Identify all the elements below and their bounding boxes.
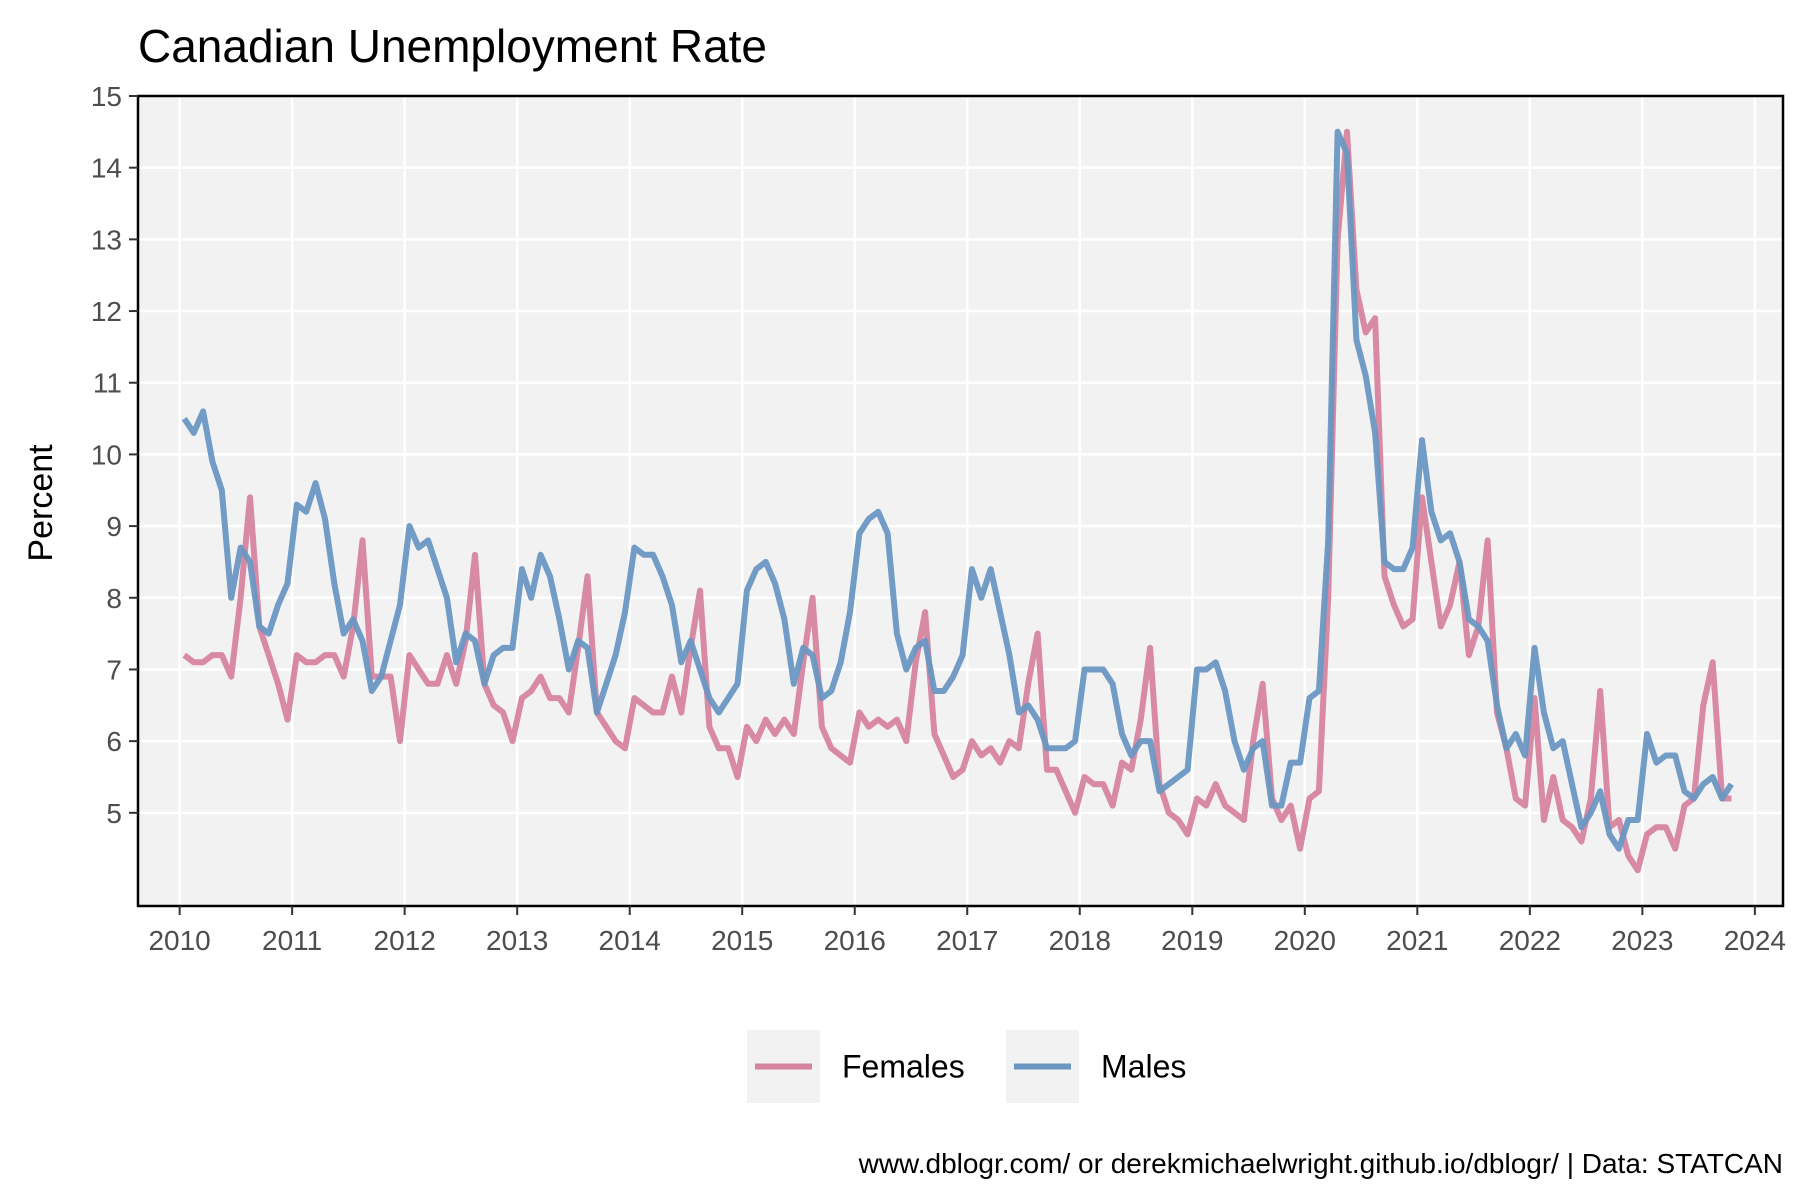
chart-title: Canadian Unemployment Rate (138, 20, 767, 72)
axes: 2010 2011 2012 2013 2014 2015 2016 2017 2018 2019… (91, 81, 1786, 956)
y-tick-label: 9 (106, 511, 122, 542)
x-tick-label: 2022 (1499, 925, 1561, 956)
series-line-females (182, 128, 1732, 874)
x-tick-label: 2014 (599, 925, 661, 956)
x-tick-label: 2020 (1274, 925, 1336, 956)
y-tick-label: 13 (91, 224, 122, 255)
x-tick-label: 2013 (486, 925, 548, 956)
x-tick-label: 2012 (374, 925, 436, 956)
y-tick-label: 5 (106, 798, 122, 829)
legend-item-females: Females (747, 1030, 965, 1103)
x-tick-label: 2019 (1161, 925, 1223, 956)
y-tick-label: 14 (91, 153, 122, 184)
x-tick-label: 2015 (711, 925, 773, 956)
legend-label: Males (1101, 1049, 1186, 1085)
y-tick-label: 12 (91, 296, 122, 327)
legend: Females Males (747, 1030, 1186, 1103)
y-tick-label: 10 (91, 439, 122, 470)
series-line-males (181, 128, 1734, 852)
legend-label: Females (842, 1049, 965, 1085)
y-tick-label: 15 (91, 81, 122, 112)
y-tick-label: 8 (106, 583, 122, 614)
x-tick-label: 2017 (936, 925, 998, 956)
x-tick-label: 2010 (148, 925, 210, 956)
x-tick-label: 2021 (1386, 925, 1448, 956)
panel-border (136, 94, 1785, 908)
y-tick-label: 7 (106, 654, 122, 685)
plot-panel (138, 96, 1783, 906)
series-lines (181, 128, 1734, 874)
x-tick-label: 2018 (1049, 925, 1111, 956)
x-tick-label: 2023 (1611, 925, 1673, 956)
x-tick-label: 2024 (1724, 925, 1786, 956)
x-tick-label: 2011 (262, 925, 322, 956)
y-axis-title: Percent (22, 444, 60, 562)
panel-background (138, 96, 1783, 906)
chart-caption: www.dblogr.com/ or derekmichaelwright.gi… (858, 1148, 1783, 1179)
x-tick-label: 2016 (824, 925, 886, 956)
y-tick-label: 11 (93, 368, 122, 399)
legend-item-males: Males (1006, 1030, 1186, 1103)
y-tick-label: 6 (106, 726, 122, 757)
